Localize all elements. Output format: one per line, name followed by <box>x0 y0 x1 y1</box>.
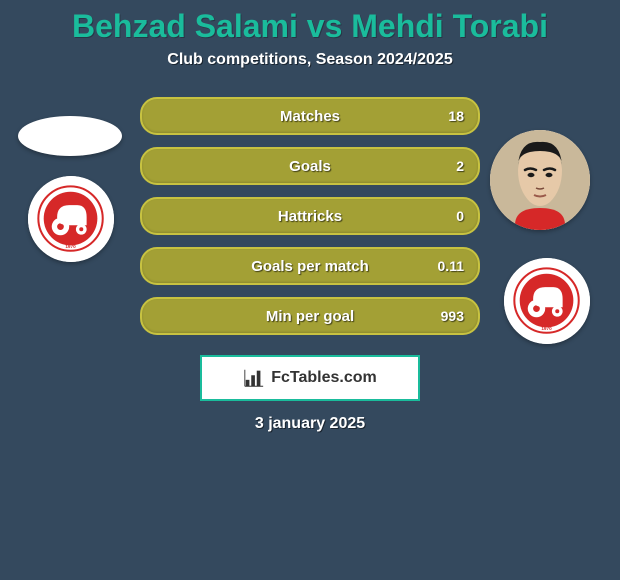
svg-text:1970: 1970 <box>66 245 77 250</box>
stat-row: Matches 18 <box>140 97 480 135</box>
stat-right-value: 18 <box>448 108 464 124</box>
watermark: FcTables.com <box>200 355 420 401</box>
svg-text:TRACTOR: TRACTOR <box>60 196 83 201</box>
stat-row: Min per goal 993 <box>140 297 480 335</box>
stat-label: Goals per match <box>142 258 478 275</box>
stat-label: Matches <box>142 108 478 125</box>
club-left-badge: TRACTOR 1970 <box>28 176 114 262</box>
stats-list: Matches 18 Goals 2 Hattricks 0 Goals per… <box>140 97 480 335</box>
player-left-avatar <box>18 116 122 156</box>
stat-right-value: 0.11 <box>438 258 464 274</box>
stat-label: Min per goal <box>142 308 478 325</box>
date-text: 3 january 2025 <box>0 415 620 433</box>
stat-label: Hattricks <box>142 208 478 225</box>
stat-label: Goals <box>142 158 478 175</box>
player-right-avatar <box>490 130 590 230</box>
tractor-logo-icon: TRACTOR 1970 <box>28 176 114 262</box>
stat-right-value: 0 <box>456 208 464 224</box>
infographic-root: Behzad Salami vs Mehdi Torabi Club compe… <box>0 0 620 580</box>
stat-row: Goals 2 <box>140 147 480 185</box>
bar-chart-icon <box>243 367 265 389</box>
watermark-text: FcTables.com <box>271 369 377 387</box>
comparison-subtitle: Club competitions, Season 2024/2025 <box>0 51 620 69</box>
stat-row: Hattricks 0 <box>140 197 480 235</box>
club-right-badge: TRACTOR 1970 <box>504 258 590 344</box>
stat-row: Goals per match 0.11 <box>140 247 480 285</box>
tractor-logo-icon: TRACTOR 1970 <box>504 258 590 344</box>
comparison-title: Behzad Salami vs Mehdi Torabi <box>0 0 620 45</box>
stat-right-value: 2 <box>456 158 464 174</box>
player-face-icon <box>490 130 590 230</box>
svg-text:TRACTOR: TRACTOR <box>536 278 559 283</box>
svg-text:1970: 1970 <box>542 327 553 332</box>
stat-right-value: 993 <box>441 308 464 324</box>
